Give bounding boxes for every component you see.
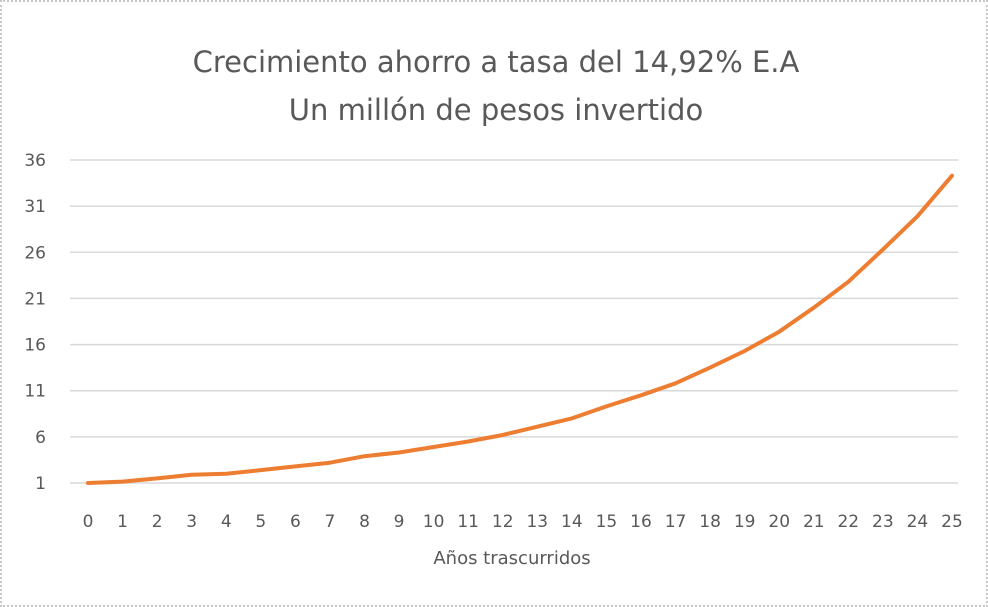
- chart-title: Crecimiento ahorro a tasa del 14,92% E.A…: [2, 38, 988, 134]
- x-tick-label: 9: [394, 512, 405, 532]
- x-tick-label: 15: [596, 512, 618, 532]
- x-tick-label: 21: [803, 512, 825, 532]
- chart-title-line2: Un millón de pesos invertido: [288, 93, 704, 127]
- series-line: [86, 173, 954, 485]
- x-tick-label: 11: [457, 512, 479, 532]
- y-tick-label: 6: [35, 428, 46, 448]
- x-tick-label: 18: [699, 512, 721, 532]
- series-layer: [86, 173, 954, 485]
- x-tick-label: 2: [152, 512, 163, 532]
- y-tick-label: 11: [24, 382, 46, 402]
- x-tick-label: 25: [941, 512, 963, 532]
- y-tick-label: 36: [24, 151, 46, 171]
- x-tick-label: 1: [117, 512, 128, 532]
- gridlines: [70, 159, 958, 484]
- x-tick-label: 13: [526, 512, 548, 532]
- x-tick-label: 24: [907, 512, 929, 532]
- x-tick-label: 19: [734, 512, 756, 532]
- x-tick-label: 6: [290, 512, 301, 532]
- x-axis-title: Años trascurridos: [433, 548, 590, 569]
- x-tick-label: 14: [561, 512, 583, 532]
- y-tick-label: 21: [24, 289, 46, 309]
- x-tick-label: 22: [837, 512, 859, 532]
- x-tick-label: 17: [665, 512, 687, 532]
- x-tick-label: 4: [221, 512, 232, 532]
- x-tick-label: 8: [359, 512, 370, 532]
- x-tick-label: 5: [255, 512, 266, 532]
- x-tick-label: 7: [325, 512, 336, 532]
- y-tick-label: 26: [24, 243, 46, 263]
- x-tick-label: 12: [492, 512, 514, 532]
- y-tick-label: 16: [24, 336, 46, 356]
- y-tick-label: 1: [35, 474, 46, 494]
- x-tick-label: 23: [872, 512, 894, 532]
- y-tick-label: 31: [24, 197, 46, 217]
- x-tick-label: 0: [83, 512, 94, 532]
- x-tick-label: 16: [630, 512, 652, 532]
- x-tick-label: 3: [186, 512, 197, 532]
- chart-title-line1: Crecimiento ahorro a tasa del 14,92% E.A: [192, 45, 800, 79]
- x-tick-label: 10: [423, 512, 445, 532]
- x-tick-label: 20: [768, 512, 790, 532]
- x-axis-ticks: 0 1 2 3 4 5 6 7 8 9 10 11 12 13 14 15 16 17 18 19 20 21 22 23 24…: [83, 512, 963, 532]
